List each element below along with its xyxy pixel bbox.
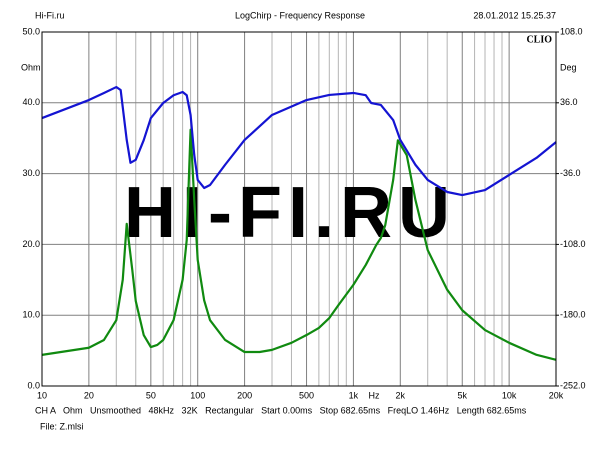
- x-tick-label: 200: [237, 390, 252, 400]
- x-tick-label: 20: [84, 390, 94, 400]
- watermark: HI-FI.RU: [124, 173, 456, 253]
- y2-tick-label: 108.0: [560, 26, 583, 36]
- x-tick-label: 10k: [502, 390, 517, 400]
- footer-settings: CH A Ohm Unsmoothed 48kHz 32K Rectangula…: [35, 405, 527, 415]
- x-axis-label: Hz: [369, 390, 380, 400]
- y-tick-label: 50.0: [22, 26, 40, 36]
- y-tick-label: 0.0: [27, 380, 40, 390]
- y2-axis-label: Deg: [560, 62, 577, 72]
- plot-border: [41, 31, 557, 387]
- y2-tick-label: -180.0: [560, 310, 586, 320]
- y2-tick-label: -108.0: [560, 239, 586, 249]
- y2-tick-label: -36.0: [560, 168, 581, 178]
- footer-file: File: Z.mlsi: [40, 421, 84, 431]
- y-tick-label: 40.0: [22, 97, 40, 107]
- x-tick-label: 20k: [549, 390, 564, 400]
- y2-tick-label: 36.0: [560, 97, 578, 107]
- chart-title: LogChirp - Frequency Response: [235, 10, 365, 20]
- x-tick-label: 2k: [396, 390, 406, 400]
- y-tick-label: 20.0: [22, 239, 40, 249]
- y-axis-label: Ohm: [21, 62, 41, 72]
- header-left: Hi-Fi.ru: [35, 10, 65, 20]
- x-tick-label: 500: [299, 390, 314, 400]
- x-tick-label: 10: [37, 390, 47, 400]
- series-line: [41, 85, 557, 197]
- y-tick-label: 10.0: [22, 310, 40, 320]
- series-line: [41, 128, 557, 361]
- x-tick-label: 1k: [349, 390, 359, 400]
- y2-tick-label: -252.0: [560, 380, 586, 390]
- y-tick-label: 30.0: [22, 168, 40, 178]
- brand: CLIO: [526, 34, 552, 45]
- x-tick-label: 5k: [457, 390, 467, 400]
- header-right: 28.01.2012 15.25.37: [473, 10, 556, 20]
- x-tick-label: 50: [146, 390, 156, 400]
- x-tick-label: 100: [190, 390, 205, 400]
